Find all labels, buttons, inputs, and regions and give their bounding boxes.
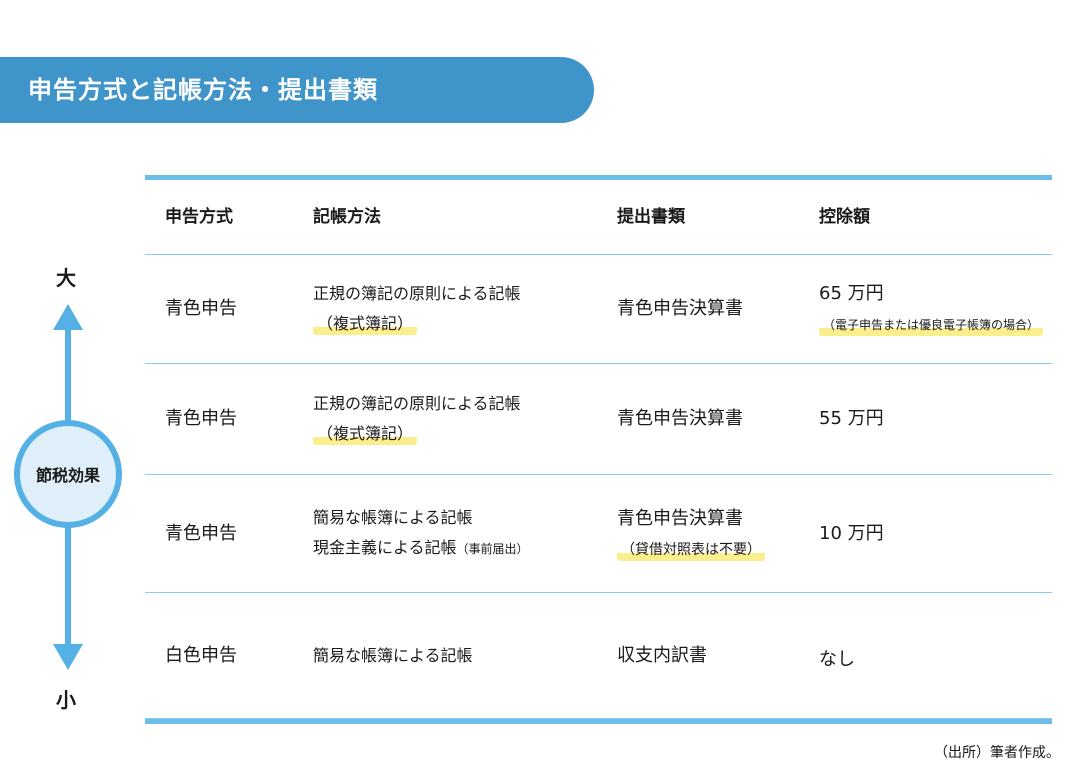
tax-effect-label: 節税効果: [35, 466, 100, 485]
page-title: 申告方式と記帳方法・提出書類: [0, 57, 594, 123]
source-note: （出所）筆者作成。: [934, 745, 1060, 761]
document: 青色申告決算書: [617, 507, 743, 529]
deduction: 10 万円: [819, 522, 884, 544]
table-row: 青色申告 正規の簿記の原則による記帳 （複式簿記） 青色申告決算書 65 万円 （電…: [145, 255, 1052, 364]
tax-effect-arrow: [53, 304, 83, 670]
bookkeeping: 正規の簿記の原則による記帳: [313, 284, 521, 303]
deduction: 55 万円: [819, 408, 884, 429]
filing-table: 申告方式 記帳方法 提出書類 控除額 青色申告 正規の簿記の原則による記帳 （複式…: [145, 175, 1052, 724]
table-row: 白色申告 簡易な帳簿による記帳 収支内訳書 なし: [145, 593, 1052, 719]
bookkeeping: 簡易な帳簿による記帳: [313, 645, 473, 665]
bookkeeping: 正規の簿記の原則による記帳: [313, 394, 521, 413]
bookkeeping-note: （複式簿記）: [313, 311, 418, 337]
header-bookkeeping: 記帳方法: [313, 207, 381, 227]
deduction: なし: [819, 648, 855, 670]
header-deduction: 控除額: [819, 207, 870, 227]
bookkeeping-note: （複式簿記）: [313, 421, 418, 447]
tax-effect-circle: 節税効果: [14, 420, 122, 528]
axis-label-large: 大: [56, 266, 76, 290]
document: 青色申告決算書: [617, 408, 743, 429]
table-header: 申告方式 記帳方法 提出書類 控除額: [145, 180, 1052, 255]
axis-label-small: 小: [56, 688, 76, 712]
bookkeeping: 簡易な帳簿による記帳: [313, 508, 473, 527]
bookkeeping-note: （事前届出）: [456, 542, 529, 556]
header-documents: 提出書類: [617, 207, 685, 227]
method: 青色申告: [165, 298, 237, 319]
table-row: 青色申告 正規の簿記の原則による記帳 （複式簿記） 青色申告決算書 55 万円: [145, 364, 1052, 475]
method: 白色申告: [165, 644, 237, 666]
arrow-down-icon: [53, 644, 83, 670]
document: 青色申告決算書: [617, 298, 743, 319]
deduction-note: （電子申告または優良電子帳簿の場合）: [819, 312, 1044, 338]
method: 青色申告: [165, 522, 237, 544]
method: 青色申告: [165, 408, 237, 429]
header-method: 申告方式: [165, 207, 233, 227]
table-row: 青色申告 簡易な帳簿による記帳 現金主義による記帳（事前届出） 青色申告決算書 （貸…: [145, 475, 1052, 593]
document: 収支内訳書: [617, 644, 707, 666]
deduction: 65 万円: [819, 283, 884, 304]
document-note: （貸借対照表は不要）: [617, 536, 765, 563]
bookkeeping-2: 現金主義による記帳: [313, 538, 457, 557]
arrow-up-icon: [53, 304, 83, 330]
